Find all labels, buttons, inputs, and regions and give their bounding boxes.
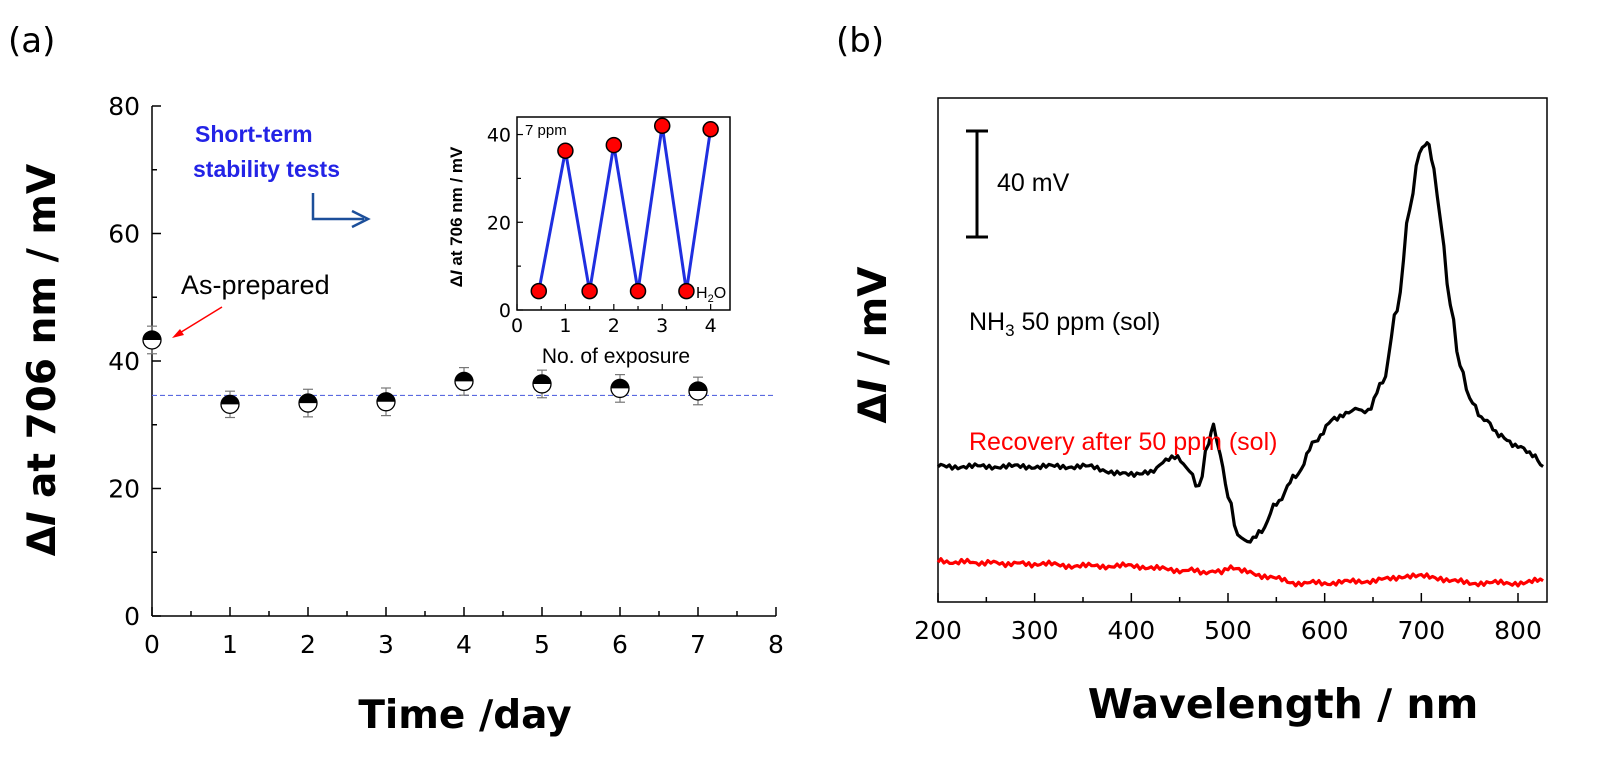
inset-data-point bbox=[702, 121, 719, 138]
nh3-sub: 3 bbox=[1005, 321, 1014, 340]
inset-x-tick-label: 3 bbox=[656, 315, 668, 337]
inset-gas-label: 7 ppm bbox=[525, 122, 567, 139]
inset-y-delta: Δ bbox=[447, 275, 466, 287]
panel-a-y-tick-label: 40 bbox=[108, 347, 140, 376]
panel-a-y-axis-title: ΔI at 706 nm / mV bbox=[20, 164, 65, 556]
as-prepared-arrow-line bbox=[177, 306, 223, 335]
panel-a-x-tick-label: 7 bbox=[690, 630, 706, 659]
nh3-rest: 50 ppm (sol) bbox=[1015, 308, 1161, 336]
inset-line bbox=[537, 125, 713, 292]
stability-tests-label: stability tests bbox=[193, 156, 340, 182]
panel-b-frame bbox=[937, 97, 1548, 603]
panel-a-x-tick-label: 4 bbox=[456, 630, 472, 659]
panel-a-data-point-fill bbox=[611, 379, 629, 389]
inset-data-point bbox=[678, 282, 695, 300]
as-prepared-label: As-prepared bbox=[181, 270, 330, 300]
panel-a-data-point-fill bbox=[143, 330, 161, 340]
scale-bar-label: 40 mV bbox=[997, 169, 1070, 197]
inset-data-point bbox=[581, 282, 598, 300]
panel-b-x-tick-label: 800 bbox=[1494, 616, 1542, 645]
nh3-spectrum-line bbox=[936, 141, 1544, 544]
inset-x-tick-label: 1 bbox=[559, 315, 571, 337]
panel-b-x-tick-label: 200 bbox=[914, 616, 962, 645]
panel-a-data-point-fill bbox=[221, 395, 239, 405]
inset-water-label: H2O bbox=[696, 285, 726, 305]
panel-b-label: (b) bbox=[836, 21, 884, 61]
y-title-italic: I bbox=[20, 512, 65, 527]
panel-a-data-point-fill bbox=[299, 394, 317, 404]
inset-pointer-arrowhead bbox=[351, 209, 371, 229]
inset-data-point bbox=[653, 117, 671, 135]
nh3-main: NH bbox=[969, 308, 1005, 336]
nh3-series-label: NH3 50 ppm (sol) bbox=[969, 308, 1160, 340]
y-title-delta: Δ bbox=[20, 526, 65, 556]
inset-x-tick-label: 2 bbox=[608, 315, 620, 337]
inset-pointer-arrow bbox=[311, 193, 364, 221]
recovery-series-label: Recovery after 50 ppm (sol) bbox=[969, 428, 1277, 456]
panel-a-x-tick-label: 5 bbox=[534, 630, 550, 659]
panel-a-data-point-fill bbox=[533, 374, 551, 384]
scale-bar: 40 mV bbox=[966, 129, 1070, 239]
panel-a-y-tick-label: 80 bbox=[108, 92, 140, 121]
panel-a-y-tick-label: 0 bbox=[124, 602, 140, 631]
b-y-delta: Δ bbox=[851, 393, 896, 423]
panel-b-x-tick-label: 500 bbox=[1204, 616, 1252, 645]
panel-a-x-tick-label: 3 bbox=[378, 630, 394, 659]
panel-a-x-axis-title: Time /day bbox=[358, 693, 571, 738]
panel-a-x-tick-label: 8 bbox=[768, 630, 784, 659]
inset-y-rest: at 706 nm / mV bbox=[447, 146, 466, 270]
panel-a-data-point-fill bbox=[377, 392, 395, 402]
inset-data-point bbox=[605, 136, 623, 154]
inset-data-point bbox=[530, 282, 548, 300]
panel-a-x-tick-label: 0 bbox=[144, 630, 160, 659]
inset-x-axis-title: No. of exposure bbox=[542, 345, 690, 368]
inset-y-italic: I bbox=[447, 269, 466, 275]
b-y-italic: I bbox=[851, 379, 896, 394]
panel-a-y-tick-label: 60 bbox=[108, 220, 140, 249]
inset-series bbox=[530, 117, 719, 300]
inset-y-tick-label: 20 bbox=[487, 212, 511, 234]
inset-data-point bbox=[629, 282, 647, 300]
panel-b-x-tick-label: 600 bbox=[1301, 616, 1349, 645]
panel-a-data-points bbox=[142, 325, 708, 419]
panel-b-chart: (b) 200 300 400 500 600 700 800 40 mV NH3 50 p… bbox=[836, 21, 1548, 728]
panel-a-data-point-fill bbox=[455, 372, 473, 382]
inset-water-o: O bbox=[714, 285, 726, 302]
recovery-spectrum-line bbox=[936, 557, 1544, 588]
panel-a-data-point-fill bbox=[689, 381, 707, 391]
inset-x-tick-label: 0 bbox=[511, 315, 523, 337]
panel-b-x-axis-title: Wavelength / nm bbox=[1088, 680, 1479, 728]
panel-a-x-tick-label: 2 bbox=[300, 630, 316, 659]
panel-b-x-tick-label: 400 bbox=[1107, 616, 1155, 645]
short-term-label: Short-term bbox=[195, 121, 313, 147]
inset-data-point bbox=[557, 142, 574, 160]
panel-a-x-tick-label: 6 bbox=[612, 630, 628, 659]
inset-y-axis-title: ΔI at 706 nm / mV bbox=[447, 146, 466, 287]
inset-water-h: H bbox=[696, 285, 708, 302]
panel-a-label: (a) bbox=[8, 21, 55, 61]
inset-water-sub: 2 bbox=[708, 293, 714, 305]
as-prepared-arrow-head bbox=[172, 329, 184, 338]
panel-b-axes: 200 300 400 500 600 700 800 bbox=[914, 97, 1548, 645]
panel-b-x-tick-label: 700 bbox=[1397, 616, 1445, 645]
panel-b-x-tick-label: 300 bbox=[1011, 616, 1059, 645]
inset-y-tick-label: 0 bbox=[499, 300, 511, 322]
panel-b-y-axis-title: ΔI / mV bbox=[851, 267, 896, 424]
panel-a-y-tick-label: 20 bbox=[108, 475, 140, 504]
inset-y-tick-label: 40 bbox=[487, 125, 511, 147]
panel-a-x-tick-label: 1 bbox=[222, 630, 238, 659]
inset-x-tick-label: 4 bbox=[705, 315, 717, 337]
panel-b-series bbox=[936, 141, 1544, 588]
y-title-rest: at 706 nm / mV bbox=[20, 164, 65, 512]
b-y-rest: / mV bbox=[851, 267, 896, 379]
